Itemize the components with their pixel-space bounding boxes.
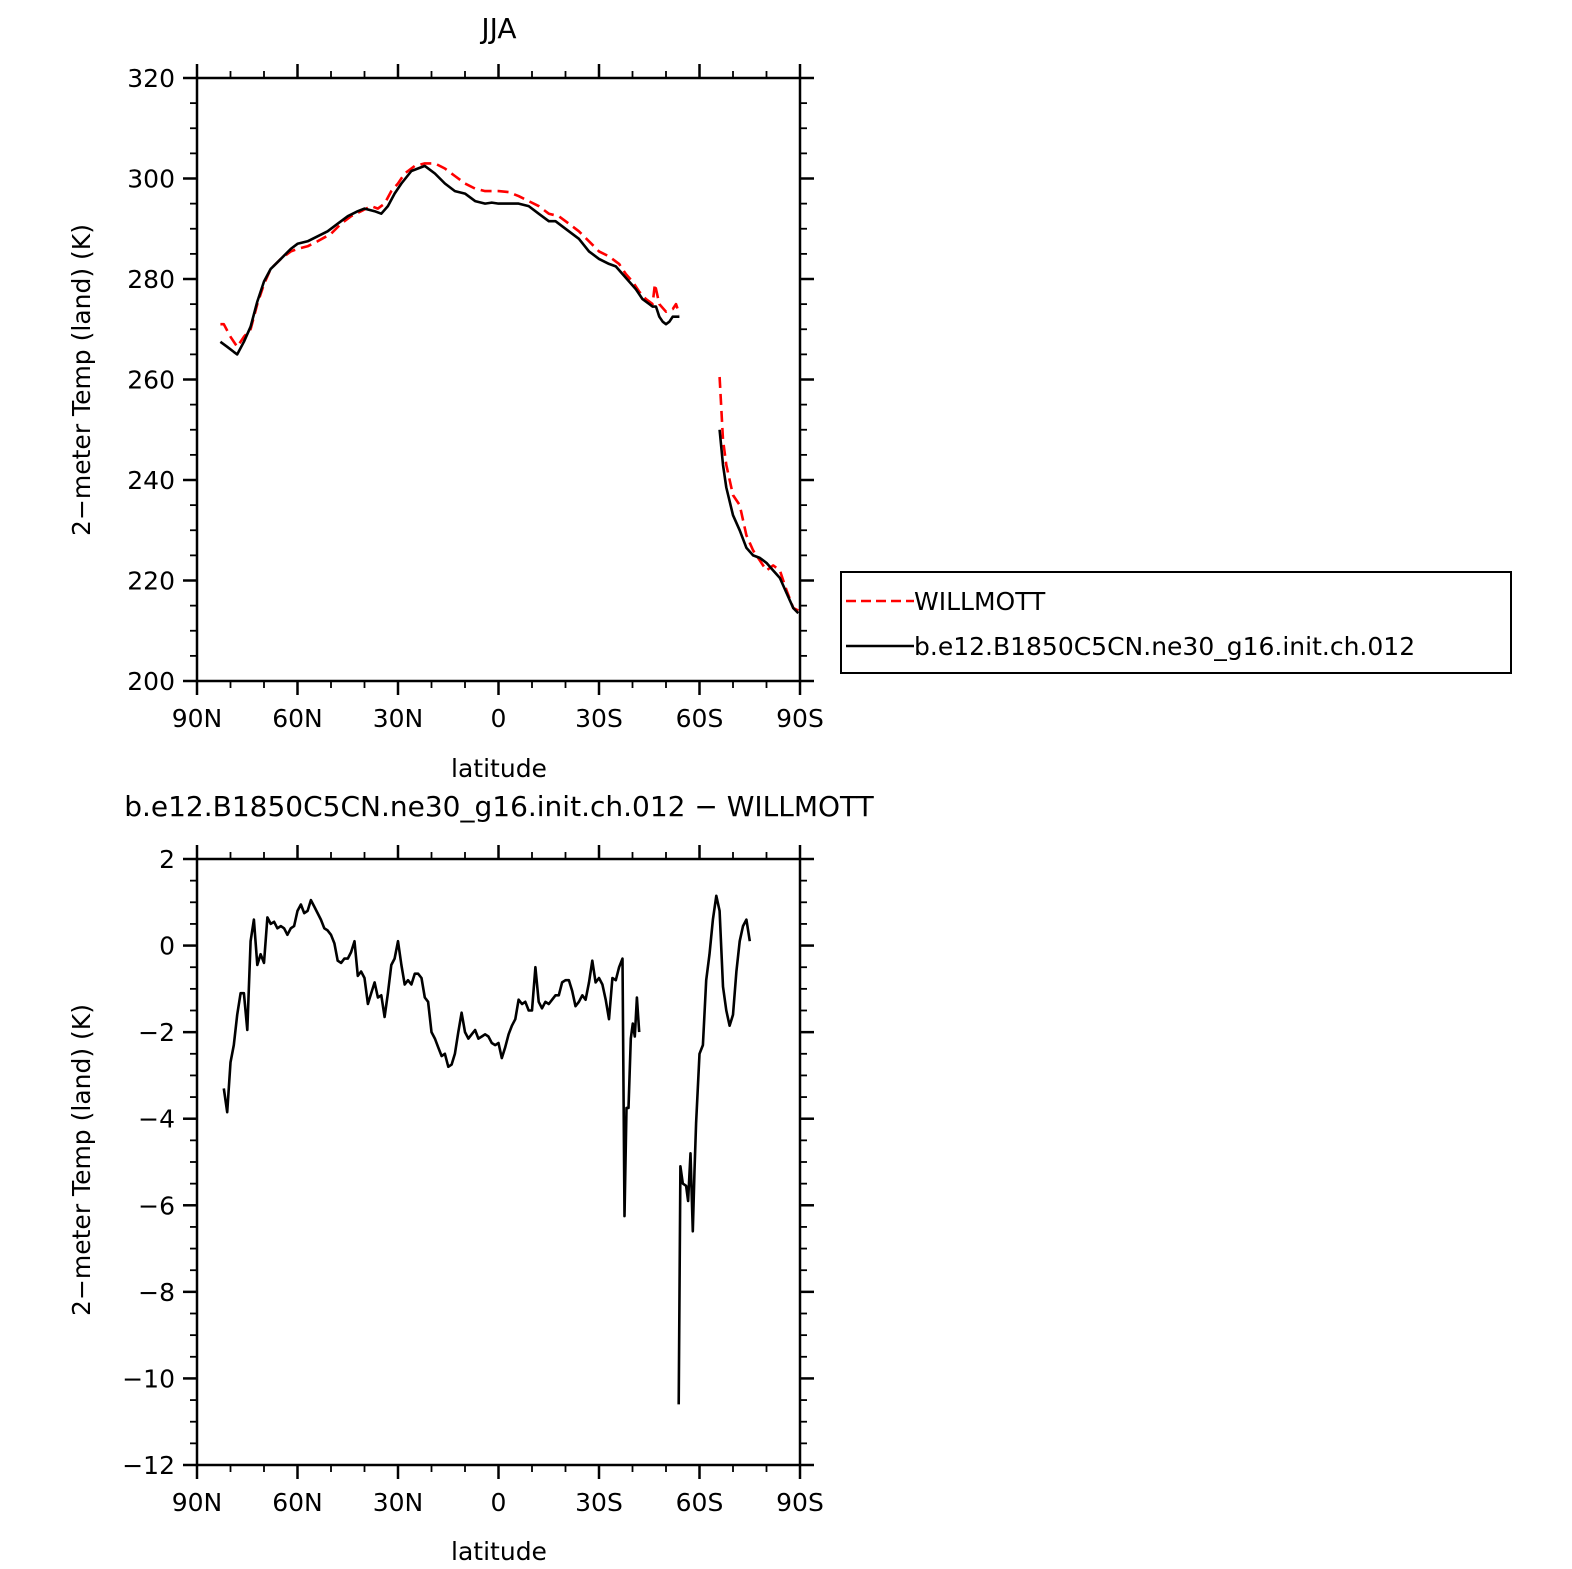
y-tick-label: 0	[159, 932, 175, 961]
x-tick-label: 0	[491, 704, 507, 733]
x-tick-label: 90N	[172, 704, 223, 733]
legend-box	[840, 571, 1512, 674]
x-tick-label: 60N	[272, 704, 323, 733]
bottom-x-axis-label: latitude	[451, 1537, 547, 1566]
y-tick-label: 280	[127, 265, 175, 294]
y-tick-label: −2	[138, 1018, 175, 1047]
bottom-ticks	[183, 845, 814, 1479]
x-tick-label: 60N	[272, 1488, 323, 1517]
y-tick-label: 240	[127, 466, 175, 495]
y-tick-label: 2	[159, 845, 175, 874]
bottom-plot-frame	[195, 857, 802, 1467]
y-tick-label: −8	[138, 1278, 175, 1307]
y-tick-label: 220	[127, 567, 175, 596]
y-tick-label: 300	[127, 165, 175, 194]
x-tick-label: 90N	[172, 1488, 223, 1517]
x-tick-label: 30S	[575, 704, 623, 733]
x-tick-label: 30S	[575, 1488, 623, 1517]
bottom-chart-title: b.e12.B1850C5CN.ne30_g16.init.ch.012 − W…	[124, 790, 874, 823]
y-tick-label: 200	[127, 667, 175, 696]
y-tick-label: 320	[127, 64, 175, 93]
top-series-lines	[219, 162, 800, 615]
x-tick-label: 90S	[776, 704, 824, 733]
x-tick-label: 30N	[373, 704, 424, 733]
y-tick-label: −4	[138, 1105, 175, 1134]
x-tick-label: 90S	[776, 1488, 824, 1517]
bottom-x-tick-labels: 90N 60N 30N 0 30S 60S 90S	[172, 1488, 824, 1517]
bottom-y-tick-labels: −12 −10 −8 −6 −4 −2 0 2	[122, 845, 175, 1480]
top-plot-frame	[195, 76, 802, 683]
legend: WILLMOTT b.e12.B1850C5CN.ne30_g16.init.c…	[840, 571, 1512, 674]
bottom-series-lines	[222, 894, 752, 1405]
y-tick-label: −10	[122, 1364, 175, 1393]
top-x-tick-labels: 90N 60N 30N 0 30S 60S 90S	[172, 704, 824, 733]
top-y-tick-labels: 200 220 240 260 280 300 320	[127, 64, 175, 696]
top-series-model-segment-1	[219, 164, 680, 356]
bottom-y-axis-label: 2−meter Temp (land) (K)	[67, 1004, 96, 1316]
y-tick-label: −6	[138, 1191, 175, 1220]
top-x-axis-label: latitude	[451, 754, 547, 783]
top-chart-title: JJA	[479, 12, 516, 45]
y-tick-label: −12	[122, 1451, 175, 1480]
bottom-series-difference-segment-2	[677, 894, 752, 1405]
top-series-willmott-segment-2	[718, 376, 799, 612]
x-tick-label: 60S	[676, 1488, 724, 1517]
top-series-model-segment-2	[718, 429, 800, 615]
top-series-willmott-segment-1	[220, 162, 681, 349]
top-y-axis-label: 2−meter Temp (land) (K)	[67, 224, 96, 536]
x-tick-label: 30N	[373, 1488, 424, 1517]
y-tick-label: 260	[127, 366, 175, 395]
legend-label-willmott: WILLMOTT	[914, 587, 1046, 616]
x-tick-label: 0	[491, 1488, 507, 1517]
bottom-panel: b.e12.B1850C5CN.ne30_g16.init.ch.012 − W…	[67, 790, 875, 1566]
bottom-series-difference-segment-1	[222, 898, 641, 1218]
top-panel: JJA 200 220 240 260 280 300 320 90N 60N 30N 0 30S 6…	[67, 12, 1512, 783]
legend-label-model: b.e12.B1850C5CN.ne30_g16.init.ch.012	[914, 632, 1415, 661]
x-tick-label: 60S	[676, 704, 724, 733]
